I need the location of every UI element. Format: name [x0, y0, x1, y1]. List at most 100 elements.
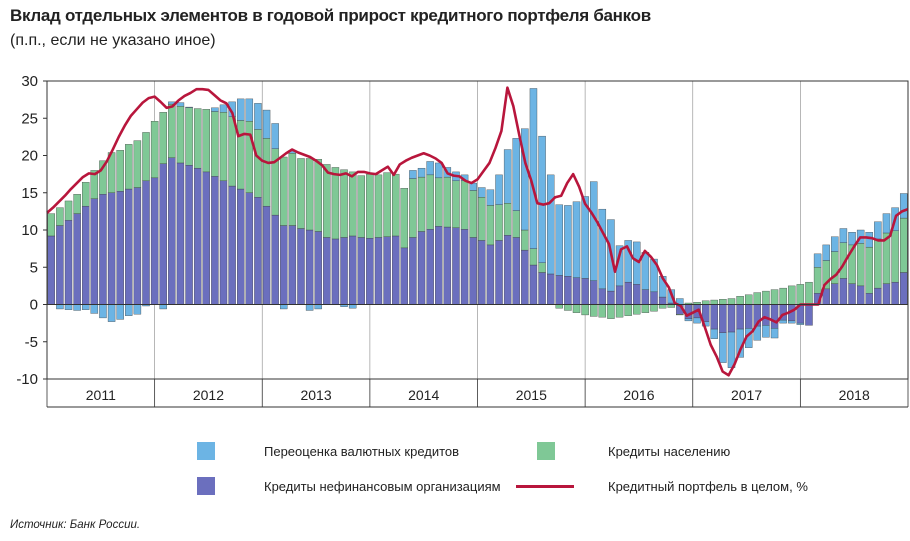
bar-revaluation [848, 232, 856, 246]
bar-corporates [503, 235, 512, 305]
bar-corporates [99, 194, 107, 305]
bar-households [374, 174, 383, 238]
bar-revaluation [865, 232, 873, 248]
legend-label-total: Кредитный портфель в целом, % [608, 479, 808, 494]
bar-households [426, 174, 434, 230]
y-tick-label: -10 [16, 371, 38, 388]
bar-households [280, 156, 288, 226]
bar-households [736, 296, 744, 305]
bar-households [676, 314, 684, 316]
bar-corporates [228, 185, 236, 305]
bar-households [650, 304, 658, 312]
bar-households [99, 160, 107, 195]
legend-swatch-revaluation [197, 442, 215, 460]
bar-households [874, 238, 882, 289]
bar-households [710, 299, 718, 305]
bar-households [133, 140, 142, 188]
legend-label-revaluation: Переоценка валютных кредитов [264, 444, 460, 459]
bar-households [245, 121, 254, 193]
bar-households [607, 304, 615, 319]
bar-corporates [624, 281, 632, 305]
bar-corporates [590, 280, 598, 305]
bar-corporates [831, 283, 839, 305]
bar-households [813, 267, 822, 294]
bar-revaluation [546, 174, 555, 275]
bar-revaluation [82, 304, 90, 310]
bar-corporates [288, 225, 297, 305]
bar-revaluation [417, 167, 426, 178]
bar-revaluation [245, 98, 254, 122]
bar-revaluation [254, 103, 262, 130]
bar-corporates [874, 287, 882, 305]
bar-households [770, 289, 779, 305]
bar-households [469, 190, 477, 238]
bar-revaluation [874, 221, 882, 240]
bar-households [150, 121, 159, 179]
bar-corporates [478, 240, 486, 305]
bar-revaluation [779, 319, 787, 324]
bar-corporates [56, 225, 64, 305]
bar-corporates [899, 272, 908, 305]
bar-households [288, 153, 297, 226]
bar-households [116, 150, 124, 192]
bar-corporates [237, 188, 245, 305]
bar-revaluation [159, 304, 167, 310]
bar-corporates [47, 235, 56, 305]
chart-title: Вклад отдельных элементов в годовой прир… [10, 6, 651, 25]
bar-corporates [133, 187, 142, 305]
bar-revaluation [503, 149, 512, 204]
bar-corporates [839, 278, 848, 305]
bar-corporates [529, 264, 538, 305]
bar-households [745, 294, 753, 305]
bar-revaluation [237, 98, 245, 121]
bar-households [581, 304, 589, 316]
bar-corporates [185, 165, 193, 305]
bar-corporates [142, 180, 150, 305]
bar-revaluation [495, 174, 503, 205]
bar-revaluation [882, 213, 891, 234]
bar-corporates [176, 162, 185, 305]
bar-corporates [770, 304, 779, 329]
bar-households [564, 304, 572, 311]
bar-corporates [383, 236, 391, 305]
bar-revaluation [116, 304, 124, 320]
bar-corporates [374, 237, 383, 305]
bar-households [357, 175, 365, 238]
bar-corporates [159, 163, 167, 305]
bar-households [193, 108, 202, 169]
bar-corporates [435, 226, 443, 305]
bar-revaluation [581, 196, 589, 279]
bar-revaluation [90, 304, 99, 314]
bar-households [624, 304, 632, 316]
x-year-label: 2016 [623, 387, 654, 403]
bar-corporates [598, 288, 607, 305]
bar-revaluation [753, 325, 762, 341]
bar-revaluation [762, 325, 770, 338]
bar-revaluation [486, 189, 495, 206]
total-portfolio-line [46, 86, 909, 377]
y-tick-label: 20 [21, 148, 38, 165]
bar-revaluation [185, 106, 193, 108]
bar-revaluation [839, 228, 848, 243]
bar-revaluation [280, 304, 288, 310]
bar-households [90, 170, 99, 199]
bar-households [297, 158, 305, 229]
bar-corporates [641, 289, 650, 305]
bar-revaluation [512, 138, 520, 211]
bar-corporates [305, 229, 314, 305]
bar-corporates [633, 284, 641, 305]
bar-households [211, 111, 219, 177]
bar-corporates [400, 247, 409, 305]
bar-corporates [745, 304, 753, 329]
bar-corporates [762, 304, 770, 326]
bar-corporates [168, 157, 176, 305]
bar-corporates [615, 285, 624, 305]
bar-corporates [495, 240, 503, 305]
bar-revaluation [262, 109, 271, 139]
bar-corporates [512, 237, 520, 305]
bar-households [598, 304, 607, 318]
bar-revaluation [305, 304, 314, 311]
bar-revaluation [529, 88, 538, 249]
bar-revaluation [796, 322, 805, 325]
bar-households [159, 112, 167, 164]
